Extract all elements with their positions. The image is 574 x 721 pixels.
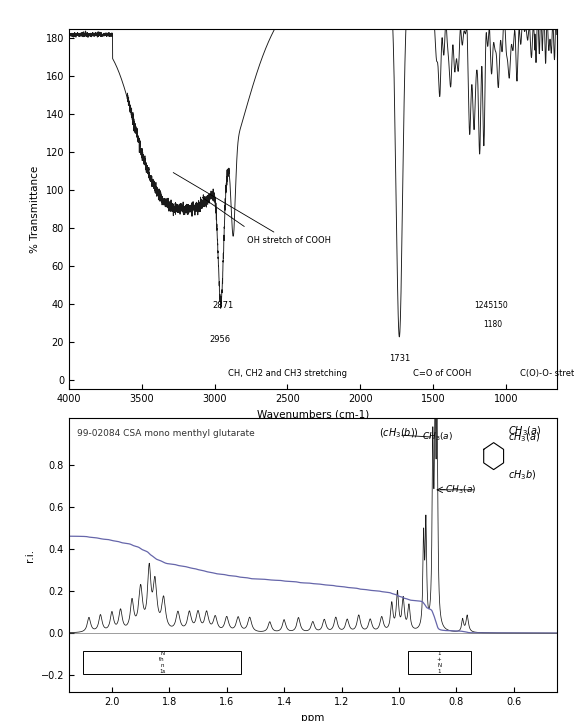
Bar (83, 651, 241, 674)
Text: $cH_3b)$: $cH_3b)$ (508, 469, 537, 482)
Text: 1731: 1731 (389, 354, 410, 363)
Text: $(cH_3(b))$: $(cH_3(b))$ (379, 427, 419, 441)
Text: $-CH_3(a)$: $-CH_3(a)$ (438, 484, 476, 496)
Text: $cH_3(a)$: $cH_3(a)$ (508, 431, 540, 444)
Y-axis label: % Transmittance: % Transmittance (30, 165, 40, 253)
Text: C(O)-O- stretch: C(O)-O- stretch (521, 369, 574, 378)
Text: 1
+
N
1: 1 + N 1 (437, 652, 441, 674)
Y-axis label: r.i.: r.i. (25, 549, 35, 562)
Text: $CH_3(a)$: $CH_3(a)$ (508, 425, 541, 438)
Text: OH stretch of COOH: OH stretch of COOH (173, 172, 331, 245)
Text: 1180: 1180 (483, 319, 502, 329)
Text: $CH_3(a)$: $CH_3(a)$ (422, 431, 453, 443)
X-axis label: Wavenumbers (cm-1): Wavenumbers (cm-1) (257, 410, 369, 420)
Text: 1245150: 1245150 (474, 301, 508, 310)
Text: C=O of COOH: C=O of COOH (413, 369, 471, 378)
Text: N
th
n
1s: N th n 1s (159, 652, 165, 674)
X-axis label: ppm: ppm (301, 712, 324, 721)
Text: 2871: 2871 (212, 301, 234, 310)
Text: 2956: 2956 (210, 335, 231, 344)
Text: CH, CH2 and CH3 stretching: CH, CH2 and CH3 stretching (228, 369, 347, 378)
Bar (408, 651, 471, 674)
Text: 99-02084 CSA mono menthyl glutarate: 99-02084 CSA mono menthyl glutarate (77, 429, 255, 438)
